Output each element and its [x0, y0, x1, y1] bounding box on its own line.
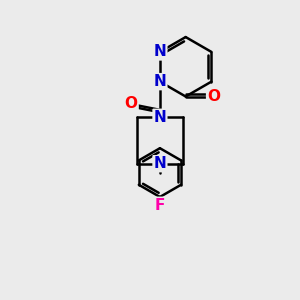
Text: N: N [154, 74, 166, 89]
Text: F: F [155, 198, 165, 213]
Text: N: N [154, 156, 166, 171]
Text: O: O [124, 96, 138, 111]
Text: O: O [207, 89, 220, 104]
Text: N: N [154, 44, 166, 59]
Text: N: N [154, 110, 166, 125]
